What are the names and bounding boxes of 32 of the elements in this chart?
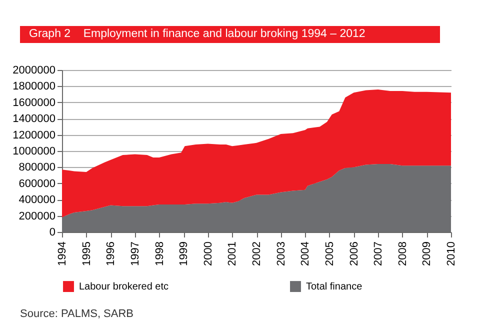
x-tick-label: 2008	[396, 242, 409, 266]
y-tick-label: 200000	[18, 210, 56, 222]
x-tick-label: 2009	[421, 242, 434, 266]
y-tick-label: 1400000	[12, 113, 56, 126]
x-tick-label: 1995	[80, 242, 93, 266]
x-tick-label: 2006	[348, 242, 360, 266]
x-tick-label: 2005	[324, 242, 336, 266]
x-tick-label: 2000	[202, 242, 214, 266]
x-tick-label: 1999	[178, 242, 190, 266]
x-tick-label: 2004	[300, 242, 312, 266]
y-tick-label: 1600000	[12, 96, 56, 109]
chart-title: Graph 2 Employment in finance and labour broking 1994 – 2012	[20, 26, 440, 43]
x-tick-label: 2010	[446, 242, 458, 266]
y-tick-label: 1200000	[12, 129, 56, 142]
y-tick-label: 1000000	[12, 146, 56, 158]
x-tick-label: 1997	[129, 242, 142, 266]
x-tick-label: 2007	[372, 242, 385, 266]
x-tick-label: 1998	[154, 242, 166, 266]
y-tick-label: 2000000	[12, 64, 56, 76]
y-tick-label: 800000	[18, 162, 56, 174]
legend-label: Total finance	[306, 282, 363, 293]
legend-label: Labour brokered etc	[79, 282, 169, 293]
source-note: Source: PALMS, SARB	[20, 308, 134, 320]
y-tick-label: 1800000	[12, 80, 56, 93]
x-tick-label: 2003	[275, 242, 288, 266]
y-tick-label: 600000	[18, 178, 56, 190]
y-tick-label: 400000	[18, 194, 56, 206]
x-tick-label: 1994	[56, 242, 68, 266]
x-tick-label: 2002	[251, 242, 263, 266]
y-tick-label: 0	[49, 226, 56, 238]
x-tick-label: 1996	[105, 242, 118, 266]
x-tick-label: 2001	[226, 242, 239, 266]
